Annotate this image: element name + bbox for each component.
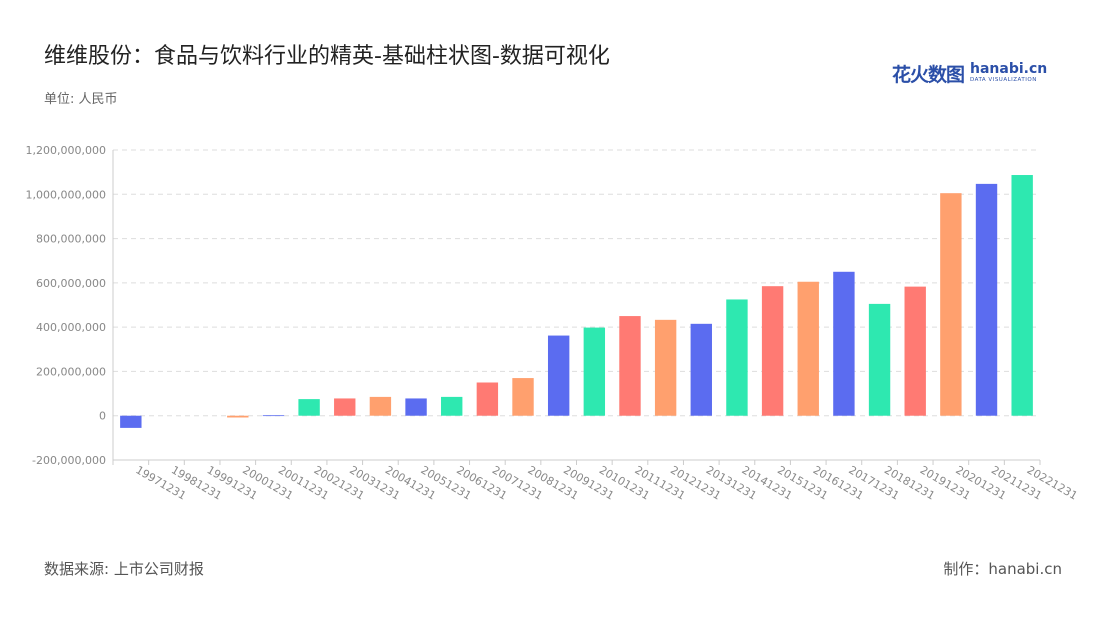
bar bbox=[1011, 175, 1033, 416]
bar bbox=[369, 396, 392, 416]
bar bbox=[262, 415, 285, 417]
y-tick-label: 800,000,000 bbox=[36, 233, 106, 246]
credit-label: 制作：hanabi.cn bbox=[943, 560, 1062, 578]
bar bbox=[690, 323, 712, 416]
y-tick-label: 400,000,000 bbox=[36, 321, 106, 334]
bar bbox=[619, 316, 641, 416]
bar bbox=[547, 335, 570, 416]
y-tick-label: -200,000,000 bbox=[32, 454, 106, 467]
y-tick-label: 1,200,000,000 bbox=[26, 144, 106, 157]
logo-text-cn: 花火数图 bbox=[892, 63, 965, 86]
bar bbox=[761, 286, 784, 416]
bar bbox=[975, 183, 998, 416]
bar bbox=[833, 271, 855, 416]
bar bbox=[868, 303, 891, 416]
data-source: 数据来源: 上市公司财报 bbox=[44, 560, 204, 578]
bar bbox=[476, 382, 499, 416]
bar bbox=[441, 396, 463, 416]
logo-right-block: hanabi.cn DATA VISUALIZATION bbox=[970, 62, 1047, 84]
bar bbox=[227, 415, 249, 418]
bar bbox=[512, 378, 534, 416]
bar bbox=[940, 193, 962, 416]
logo-text-en: hanabi.cn bbox=[970, 61, 1048, 78]
bar bbox=[797, 281, 819, 416]
bar bbox=[405, 398, 427, 416]
bar bbox=[904, 286, 926, 416]
logo-subtext: DATA VISUALIZATION bbox=[970, 77, 1037, 84]
bar bbox=[654, 319, 677, 416]
unit-label: 单位: 人民币 bbox=[44, 92, 118, 107]
bar bbox=[298, 399, 320, 416]
bar bbox=[120, 415, 142, 428]
bar bbox=[726, 299, 748, 416]
y-tick-label: 0 bbox=[99, 410, 106, 423]
y-tick-label: 600,000,000 bbox=[36, 277, 106, 290]
y-tick-label: 200,000,000 bbox=[36, 365, 106, 378]
bar bbox=[334, 398, 356, 416]
y-tick-label: 1,000,000,000 bbox=[26, 188, 106, 201]
chart-title: 维维股份：食品与饮料行业的精英-基础柱状图-数据可视化 bbox=[44, 44, 610, 69]
bar bbox=[583, 327, 606, 416]
brand-logo: 花火数图 hanabi.cn DATA VISUALIZATION bbox=[892, 58, 1047, 88]
